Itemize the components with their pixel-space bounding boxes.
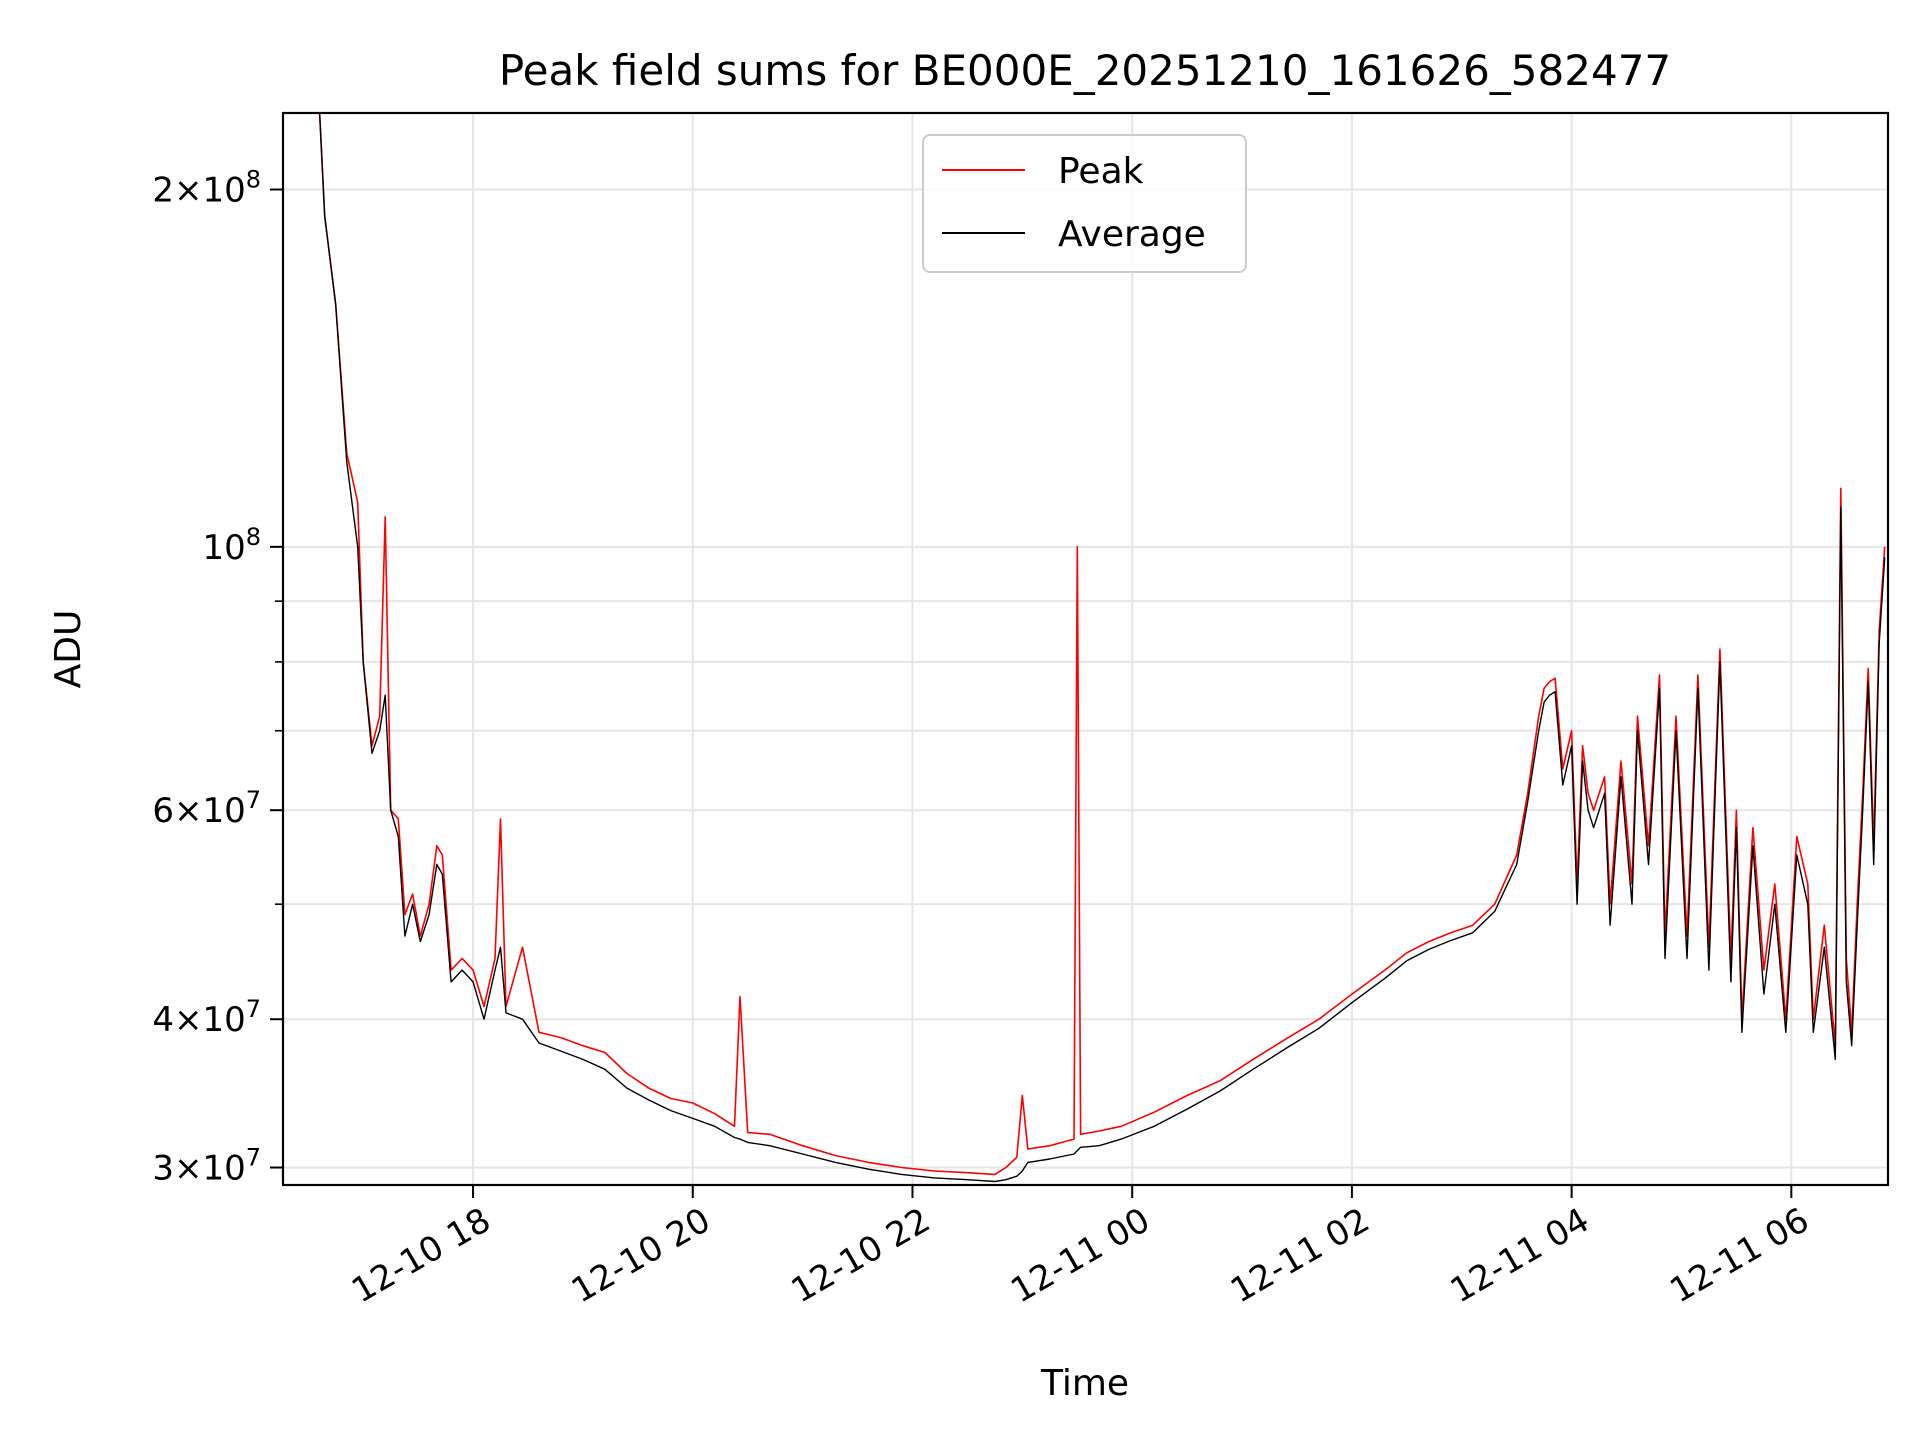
series-line-average — [286, 113, 1886, 1183]
legend-label-peak: Peak — [1058, 151, 1144, 192]
x-axis-label: Time — [1040, 1363, 1129, 1404]
y-tick-label: 6×107 — [152, 786, 261, 831]
series-line-peak — [286, 113, 1886, 1176]
y-tick-label: 3×107 — [152, 1144, 261, 1189]
grid — [283, 113, 1888, 1185]
chart-title: Peak field sums for BE000E_20251210_1616… — [499, 46, 1671, 95]
legend-label-average: Average — [1058, 214, 1206, 255]
y-tick-label: 2×108 — [152, 166, 261, 211]
y-axis-label: ADU — [48, 610, 89, 689]
legend: Peak Average — [922, 134, 1247, 273]
axes-frame — [281, 111, 1890, 1187]
series-layer — [286, 113, 1886, 1183]
y-tick-label: 4×107 — [152, 995, 261, 1040]
